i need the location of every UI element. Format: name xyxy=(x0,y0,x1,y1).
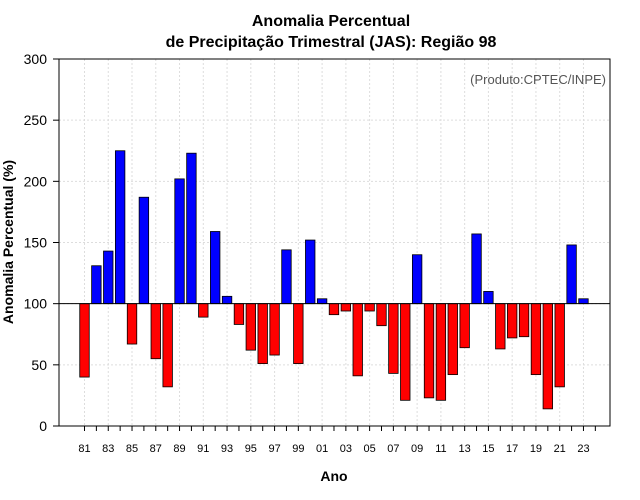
bar-21 xyxy=(554,303,565,388)
bar-92 xyxy=(210,231,221,305)
x-tick-label: 83 xyxy=(102,443,114,455)
x-tick-label: 89 xyxy=(173,443,185,455)
y-tick-label: 150 xyxy=(24,235,48,251)
x-tick-label: 95 xyxy=(245,443,257,455)
bar-88 xyxy=(162,303,173,388)
x-tick-label: 07 xyxy=(387,443,399,455)
bar-99 xyxy=(293,303,304,365)
y-tick-label: 250 xyxy=(24,112,48,128)
bar-23 xyxy=(578,298,589,305)
bar-83 xyxy=(103,250,114,305)
bar-18 xyxy=(518,303,530,338)
bar-08 xyxy=(400,303,411,401)
bar-98 xyxy=(281,249,292,305)
bar-15 xyxy=(483,291,494,305)
x-tick-label: 99 xyxy=(292,443,304,455)
x-tick-label: 11 xyxy=(435,443,446,455)
bar-09 xyxy=(411,254,423,305)
bars-group xyxy=(79,150,589,410)
y-axis-label: Anomalia Percentual (%) xyxy=(0,160,16,324)
x-tick-label: 19 xyxy=(530,443,542,455)
y-tick-label: 100 xyxy=(24,296,48,312)
x-tick-label: 03 xyxy=(340,443,352,455)
bar-93 xyxy=(221,295,233,305)
bar-91 xyxy=(198,303,209,318)
bar-96 xyxy=(257,303,268,365)
x-tick-label: 91 xyxy=(197,443,209,455)
bar-05 xyxy=(364,303,375,312)
bar-12 xyxy=(447,303,458,376)
y-tick-label: 200 xyxy=(24,173,48,189)
bar-17 xyxy=(507,303,518,339)
bar-13 xyxy=(459,303,470,349)
bar-11 xyxy=(435,303,447,401)
bar-02 xyxy=(328,303,340,316)
x-tick-label: 05 xyxy=(363,443,375,455)
x-tick-label: 01 xyxy=(316,443,328,455)
x-axis-label: Ano xyxy=(320,468,347,484)
bar-19 xyxy=(530,303,542,376)
x-axis: 81 83 85 87 89 91 93 95 97 99 01 03 05 07 09 11 13 15 17 19… xyxy=(78,426,596,455)
x-tick-label: 09 xyxy=(411,443,423,455)
bar-89 xyxy=(174,178,185,305)
bar-85 xyxy=(126,303,138,345)
bar-14 xyxy=(471,233,482,305)
bar-22 xyxy=(566,244,577,305)
bar-84 xyxy=(114,150,126,305)
bar-81 xyxy=(79,303,90,378)
x-tick-label: 87 xyxy=(150,443,162,455)
bar-86 xyxy=(138,196,150,305)
bar-07 xyxy=(388,303,399,374)
bar-04 xyxy=(352,303,363,377)
bar-00 xyxy=(305,239,316,305)
bar-10 xyxy=(423,303,435,399)
bar-97 xyxy=(269,303,280,356)
y-tick-label: 50 xyxy=(31,357,47,373)
x-tick-label: 97 xyxy=(268,443,280,455)
y-tick-label: 300 xyxy=(24,51,48,67)
bar-82 xyxy=(91,265,102,305)
bar-16 xyxy=(495,303,506,350)
bar-90 xyxy=(186,152,197,305)
x-tick-label: 13 xyxy=(459,443,471,455)
x-tick-label: 81 xyxy=(78,443,90,455)
chart-subtitle: de Precipitação Trimestral (JAS): Região… xyxy=(166,34,497,51)
x-tick-label: 21 xyxy=(554,443,566,455)
y-axis: 0 50 100 150 200 250 300 xyxy=(24,51,59,434)
bar-95 xyxy=(245,303,256,351)
bar-03 xyxy=(340,303,352,312)
x-tick-label: 17 xyxy=(506,443,518,455)
bar-94 xyxy=(233,303,245,325)
chart-title: Anomalia Percentual xyxy=(252,13,410,30)
x-tick-label: 23 xyxy=(577,443,589,455)
bar-01 xyxy=(316,298,328,305)
bar-20 xyxy=(542,303,553,410)
x-tick-label: 85 xyxy=(126,443,138,455)
y-tick-label: 0 xyxy=(39,418,47,434)
bar-06 xyxy=(376,303,387,327)
bar-87 xyxy=(150,303,161,360)
x-tick-label: 15 xyxy=(482,443,494,455)
credit-text: (Produto:CPTEC/INPE) xyxy=(470,72,606,87)
x-tick-label: 93 xyxy=(221,443,233,455)
